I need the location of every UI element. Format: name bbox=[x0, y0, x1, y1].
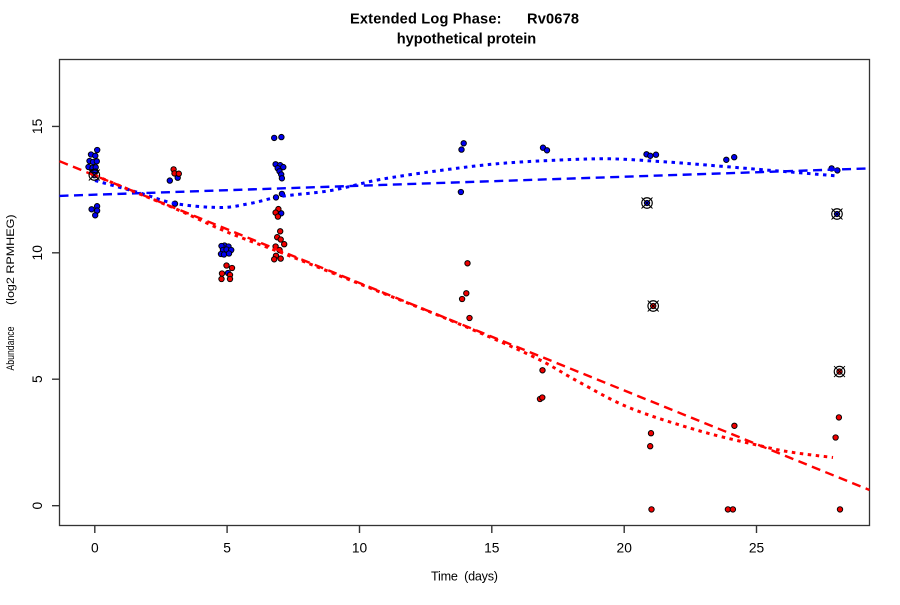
svg-text:5: 5 bbox=[30, 375, 45, 383]
svg-text:10: 10 bbox=[30, 245, 45, 261]
svg-text:Time (days): Time (days) bbox=[431, 570, 498, 584]
svg-text:hypothetical protein: hypothetical protein bbox=[397, 32, 537, 48]
svg-text:5: 5 bbox=[223, 540, 231, 555]
svg-text:15: 15 bbox=[484, 540, 500, 555]
svg-text:Abundance: Abundance bbox=[5, 327, 17, 371]
svg-text:0: 0 bbox=[30, 502, 45, 510]
svg-text:15: 15 bbox=[30, 118, 45, 134]
svg-text:(log2 RPMHEG): (log2 RPMHEG) bbox=[5, 214, 17, 305]
svg-text:0: 0 bbox=[91, 540, 99, 555]
svg-text:25: 25 bbox=[749, 540, 765, 555]
svg-text:Extended Log Phase: Rv067: Extended Log Phase: Rv0678 bbox=[350, 12, 579, 28]
svg-text:10: 10 bbox=[352, 540, 368, 555]
svg-text:20: 20 bbox=[617, 540, 633, 555]
